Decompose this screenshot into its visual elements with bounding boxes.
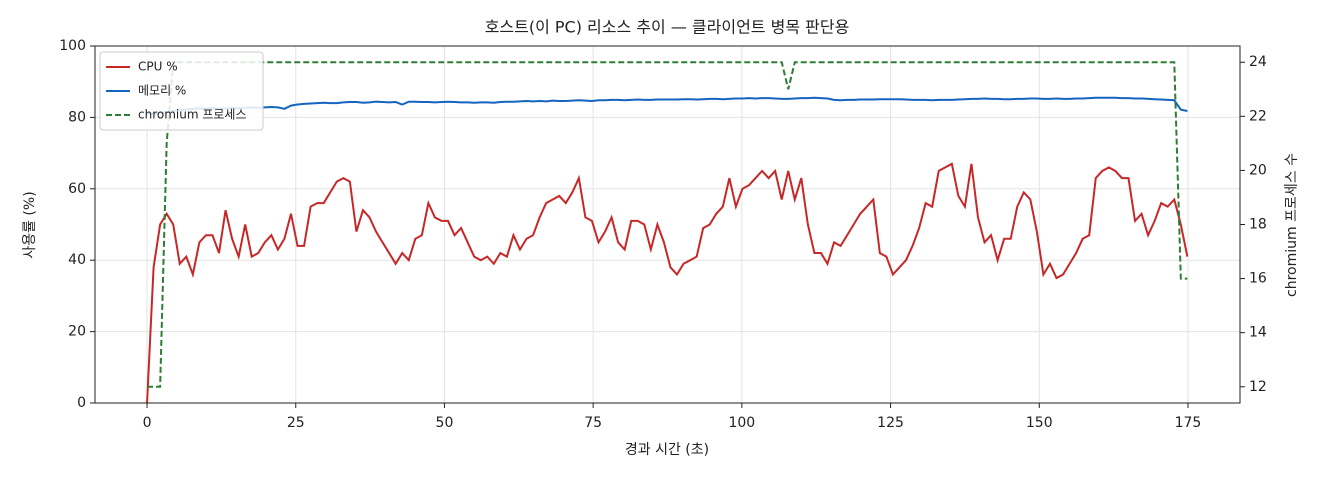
x-tick-label: 50 — [436, 415, 454, 431]
legend-box — [99, 51, 264, 131]
series-line — [146, 162, 1189, 404]
x-tick-label: 175 — [1175, 415, 1202, 431]
x-tick-label: 0 — [143, 415, 152, 431]
x-tick-label: 75 — [584, 415, 602, 431]
y-tick-label: 40 — [68, 252, 86, 268]
y2-tick-label: 18 — [1249, 217, 1267, 233]
y-tick-label: 100 — [59, 38, 86, 54]
y-tick-label: 0 — [77, 395, 86, 411]
y2-tick-label: 24 — [1249, 54, 1267, 70]
x-tick-label: 25 — [287, 415, 305, 431]
legend-label: 메모리 % — [138, 84, 186, 98]
y2-tick-label: 16 — [1249, 271, 1267, 287]
y2-axis-label: chromium 프로세스 수 — [1284, 153, 1300, 297]
y-tick-label: 60 — [68, 181, 86, 197]
x-tick-label: 125 — [877, 415, 904, 431]
y2-tick-label: 14 — [1249, 325, 1267, 341]
y2-tick-label: 12 — [1249, 379, 1267, 395]
y-tick-label: 80 — [68, 109, 86, 125]
plot-frame — [94, 45, 1241, 404]
series-line — [147, 96, 1188, 115]
y-tick-label: 20 — [68, 324, 86, 340]
x-tick-label: 150 — [1026, 415, 1053, 431]
chart-title: 호스트(이 PC) 리소스 추이 — 클라이언트 병목 판단용 — [485, 18, 850, 37]
x-axis-label: 경과 시간 (초) — [625, 442, 709, 458]
y-axis-label: 사용률 (%) — [22, 191, 38, 258]
x-tick-label: 100 — [728, 415, 755, 431]
legend-label: CPU % — [138, 60, 178, 74]
legend-label: chromium 프로세스 — [138, 108, 247, 122]
y2-tick-label: 22 — [1249, 108, 1267, 124]
y2-tick-label: 20 — [1249, 162, 1267, 178]
series-line — [147, 61, 1188, 388]
